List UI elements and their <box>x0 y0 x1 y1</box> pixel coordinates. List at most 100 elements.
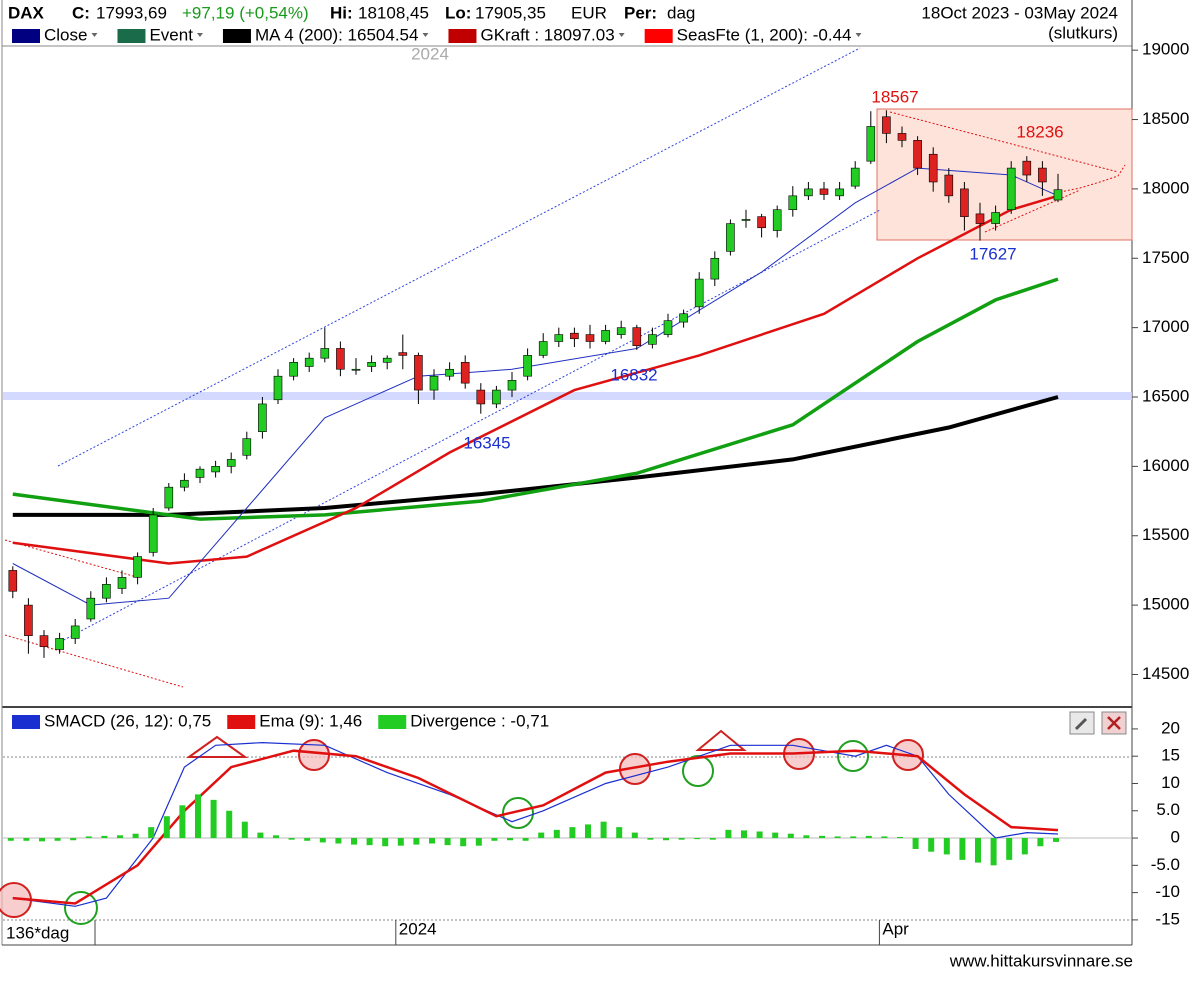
moving-average <box>12 194 1059 565</box>
divergence-bar <box>850 836 857 839</box>
divergence-bar <box>117 835 123 839</box>
trend-line <box>57 47 861 467</box>
divergence-bar <box>273 835 279 839</box>
price-annotation: 16832 <box>610 365 657 384</box>
candle-body <box>180 479 189 488</box>
y-tick-label: 15000 <box>1142 595 1189 614</box>
legend-dropdown[interactable] <box>422 33 429 37</box>
wrench-icon <box>1074 717 1088 731</box>
candle-body <box>102 584 111 599</box>
candle-body <box>445 368 454 377</box>
y-tick-label: 15 <box>1161 746 1180 765</box>
divergence-bar <box>741 830 747 839</box>
legend-swatch <box>12 715 40 729</box>
divergence-bar <box>538 832 545 839</box>
buy-circle <box>502 797 534 829</box>
divergence-bar <box>834 836 841 839</box>
label: Lo: <box>445 3 471 22</box>
divergence-bar <box>304 838 311 841</box>
candle-body <box>492 389 501 405</box>
divergence-bar <box>725 829 732 839</box>
legend-label: SeasFte (1, 200): -0.44 <box>677 25 852 44</box>
y-tick-label: 0 <box>1171 828 1180 847</box>
divergence-bar <box>600 821 607 839</box>
y-tick-label: -10 <box>1155 882 1180 901</box>
divergence-bar <box>522 838 529 841</box>
candle-body <box>398 352 408 356</box>
moving-average <box>12 277 1059 521</box>
divergence-bar <box>475 838 482 846</box>
mode: (slutkurs) <box>1048 23 1118 42</box>
divergence-bar <box>444 838 451 846</box>
top-triangle <box>695 729 747 751</box>
candle-body <box>304 357 314 367</box>
divergence-bar <box>507 838 513 841</box>
candle-body <box>991 212 1000 224</box>
candle-body <box>289 362 298 377</box>
divergence-bar <box>132 833 139 839</box>
signal-markers <box>0 729 924 925</box>
y-tick-label: -5.0 <box>1151 855 1180 874</box>
candle-body <box>772 209 782 231</box>
divergence-bar <box>943 838 950 855</box>
candle-body <box>913 140 922 169</box>
candle-body <box>336 348 345 370</box>
divergence-bar <box>1037 838 1044 847</box>
candle-body <box>133 556 142 578</box>
legend-dropdown[interactable] <box>618 33 625 37</box>
legend-dropdown[interactable] <box>196 33 203 37</box>
divergence-bar <box>803 835 810 839</box>
candle-body <box>648 334 657 345</box>
legend-dropdown[interactable] <box>91 33 98 37</box>
candle-body <box>258 403 267 432</box>
candle-body <box>226 459 236 467</box>
period: dag <box>667 3 695 22</box>
candle-body <box>928 153 938 183</box>
divergence-bar <box>1053 838 1059 842</box>
legend-swatch <box>378 715 407 729</box>
legend-label: GKraft : 18097.03 <box>480 25 614 44</box>
legend-dropdown[interactable] <box>855 33 862 37</box>
candle-body <box>897 133 907 141</box>
candle-body <box>570 332 579 340</box>
divergence-bar <box>382 838 389 847</box>
candle-body <box>601 330 610 342</box>
indicator-line <box>12 741 1059 907</box>
divergence-bar <box>366 838 373 846</box>
y-tick-label: 16500 <box>1142 386 1189 405</box>
divergence-bar <box>413 838 420 845</box>
price-annotation: 16345 <box>463 433 510 452</box>
legend-label: Close <box>44 25 87 44</box>
legend-label: Divergence : -0,71 <box>410 711 549 730</box>
divergence-bar <box>585 824 591 839</box>
candle-body <box>351 368 361 371</box>
value: 17993,69 <box>96 3 167 22</box>
seasonal-line <box>1059 164 1126 193</box>
divergence-bar <box>23 838 30 841</box>
divergence-bar <box>226 810 233 839</box>
divergence-bar <box>569 827 576 839</box>
candle-body <box>70 625 80 639</box>
divergence-bar <box>709 838 716 840</box>
candle-body <box>8 570 18 592</box>
x-tick-label: 2024 <box>399 919 437 938</box>
candle-body <box>726 223 735 252</box>
candle-body <box>429 375 439 391</box>
candle-body <box>616 327 626 335</box>
candle-body <box>164 486 174 509</box>
period-count: 136*dag <box>6 923 69 942</box>
divergence-bar <box>865 835 872 839</box>
divergence-bar <box>694 838 701 840</box>
candle-body <box>866 126 876 162</box>
candle-body <box>24 604 33 636</box>
candle-body <box>273 375 283 401</box>
price-band <box>3 392 1132 400</box>
legend-label: SMACD (26, 12): 0,75 <box>44 711 211 730</box>
divergence-bar <box>257 832 264 839</box>
y-tick-label: 20 <box>1161 718 1180 737</box>
divergence-bar <box>1006 838 1013 860</box>
divergence-bar <box>631 832 638 839</box>
divergence-bar <box>616 827 623 839</box>
candle-body <box>710 257 720 280</box>
buy-circle <box>837 740 869 772</box>
